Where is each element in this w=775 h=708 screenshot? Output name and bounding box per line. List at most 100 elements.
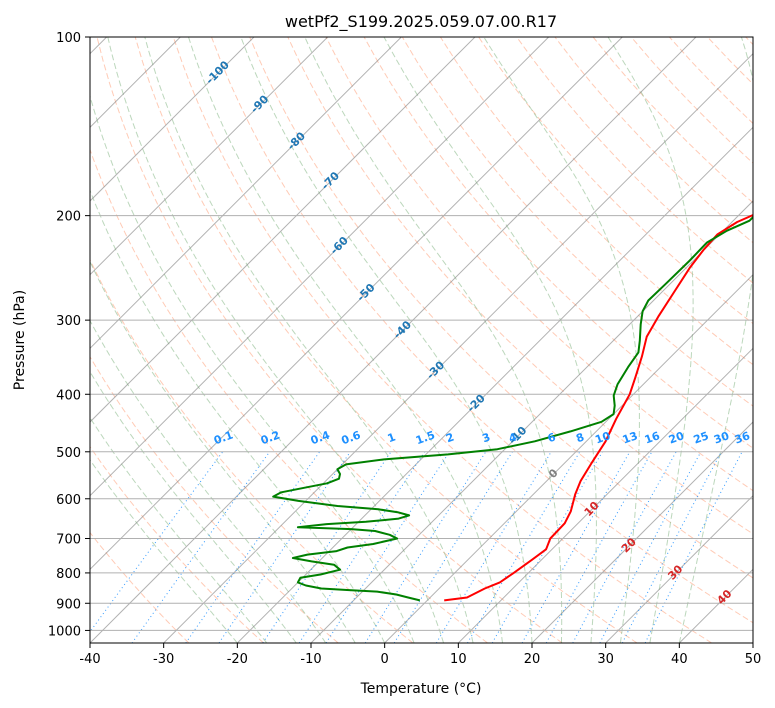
mixing-ratio-label: 10 — [593, 429, 612, 447]
dry-adiabat-line — [96, 37, 563, 643]
mixing-ratio-label: 0.2 — [259, 428, 282, 447]
isotherm-line — [384, 273, 753, 643]
isotherm-line — [310, 200, 753, 643]
chart-title: wetPf2_S199.2025.059.07.00.R17 — [285, 12, 557, 32]
dry-adiabat-line — [516, 37, 753, 284]
dry-adiabat-line — [90, 445, 264, 643]
mixing-ratio-label: 13 — [621, 429, 640, 446]
isotherm-line — [90, 37, 329, 276]
mixing-ratio-label: 1.5 — [414, 428, 437, 447]
x-tick-label: 10 — [450, 652, 467, 667]
y-tick-label: 300 — [56, 314, 81, 329]
isotherm-line — [605, 494, 753, 643]
mixing-ratio-label: 30 — [712, 429, 731, 447]
y-axis-label: Pressure (hPa) — [12, 290, 28, 390]
isotherm-line — [163, 52, 753, 643]
x-tick-label: 20 — [524, 652, 541, 667]
moist-adiabat-line — [90, 416, 268, 643]
x-tick-label: 0 — [381, 652, 389, 667]
isotherm-line — [531, 421, 753, 643]
moist-adiabat-line — [144, 37, 474, 643]
moist-adiabat-line — [483, 37, 640, 643]
mixing-ratio-label: 25 — [692, 429, 711, 446]
mixing-ratio-label: 6 — [546, 430, 558, 445]
isotherm-line — [90, 37, 550, 497]
mixing-ratio-line — [90, 451, 224, 633]
moist-adiabat-line — [90, 458, 238, 643]
y-tick-label: 600 — [56, 493, 81, 508]
y-tick-label: 100 — [56, 31, 81, 46]
dry-adiabat-line — [249, 37, 753, 579]
mixing-ratio-label: 0.1 — [212, 428, 235, 447]
y-tick-label: 900 — [56, 597, 81, 612]
isotherm-line — [457, 347, 753, 643]
moist-adiabat-line — [107, 37, 445, 643]
y-tick-label: 500 — [56, 446, 81, 461]
mixing-ratio-line — [131, 451, 271, 643]
x-tick-label: -20 — [227, 652, 248, 667]
mixing-ratio-line — [325, 451, 451, 643]
mixing-ratio-line — [218, 451, 351, 643]
moist-adiabat-line — [90, 260, 356, 643]
y-tick-label: 1000 — [48, 624, 81, 639]
mixing-ratio-line — [572, 451, 677, 643]
x-tick-label: -40 — [79, 652, 100, 667]
mixing-ratio-label: 0.6 — [340, 428, 363, 447]
isotherm-line — [90, 37, 476, 423]
sounding-series — [272, 213, 753, 602]
mixing-ratio-line — [545, 451, 653, 643]
mixing-ratio-label: 16 — [643, 429, 662, 447]
mixing-ratio-label: 8 — [574, 430, 586, 445]
moist-adiabat-line — [188, 37, 503, 643]
isotherm-line — [236, 126, 753, 643]
mixing-ratio-label: 36 — [733, 429, 752, 447]
y-tick-label: 400 — [56, 388, 81, 403]
y-tick-label: 700 — [56, 533, 81, 548]
dewpoint-line — [272, 215, 753, 602]
x-tick-label: -30 — [153, 652, 174, 667]
moist-adiabat-line — [240, 37, 533, 643]
isotherm-line — [90, 37, 623, 571]
mixing-ratio-label: 1 — [386, 430, 398, 445]
dry-adiabat-line — [134, 37, 638, 643]
mixing-ratio-line — [298, 451, 426, 643]
mixing-ratio-line — [262, 451, 392, 643]
mixing-ratio-label: 2 — [444, 430, 456, 445]
y-tick-label: 800 — [56, 567, 81, 582]
pressure-gridlines — [90, 37, 753, 631]
y-axis-ticks: 100 200 300 400 500 600 700 800 900 1000 — [48, 31, 90, 639]
moist-adiabat-line — [90, 370, 297, 643]
mixing-ratio-line — [185, 451, 321, 643]
x-tick-label: -10 — [300, 652, 321, 667]
x-axis-ticks: -40 -30 -20 -10 0 10 20 30 40 50 — [79, 643, 761, 667]
background-lines — [90, 37, 753, 643]
mixing-ratio-line — [599, 451, 702, 643]
x-tick-label: 30 — [597, 652, 614, 667]
temperature-line — [444, 213, 753, 602]
mixing-ratio-label: 4 — [507, 430, 519, 445]
dry-adiabat-line — [90, 355, 339, 643]
mixing-ratio-label: 0.4 — [309, 428, 332, 447]
x-axis-label: Temperature (°C) — [360, 681, 482, 697]
y-tick-label: 200 — [56, 210, 81, 225]
moist-adiabat-line — [90, 189, 386, 643]
mixing-ratio-line — [435, 451, 552, 643]
dry-adiabat-line — [439, 37, 753, 366]
x-tick-label: 50 — [745, 652, 762, 667]
mixing-ratio-label: 20 — [667, 429, 686, 447]
isotherm-line — [90, 37, 402, 350]
moist-adiabat-line — [607, 37, 694, 643]
mixing-ratio-line — [364, 451, 487, 643]
dry-adiabat-line — [211, 37, 753, 624]
moist-adiabat-line — [383, 37, 597, 643]
dry-adiabat-line — [90, 531, 190, 643]
plot-frame — [89, 36, 754, 644]
moist-adiabat-line — [678, 37, 753, 643]
dry-adiabat-line — [401, 37, 753, 407]
x-tick-label: 40 — [671, 652, 688, 667]
moist-adiabat-line — [304, 37, 563, 643]
mixing-ratio-label: 3 — [480, 430, 492, 445]
isotherm-line — [90, 37, 255, 202]
